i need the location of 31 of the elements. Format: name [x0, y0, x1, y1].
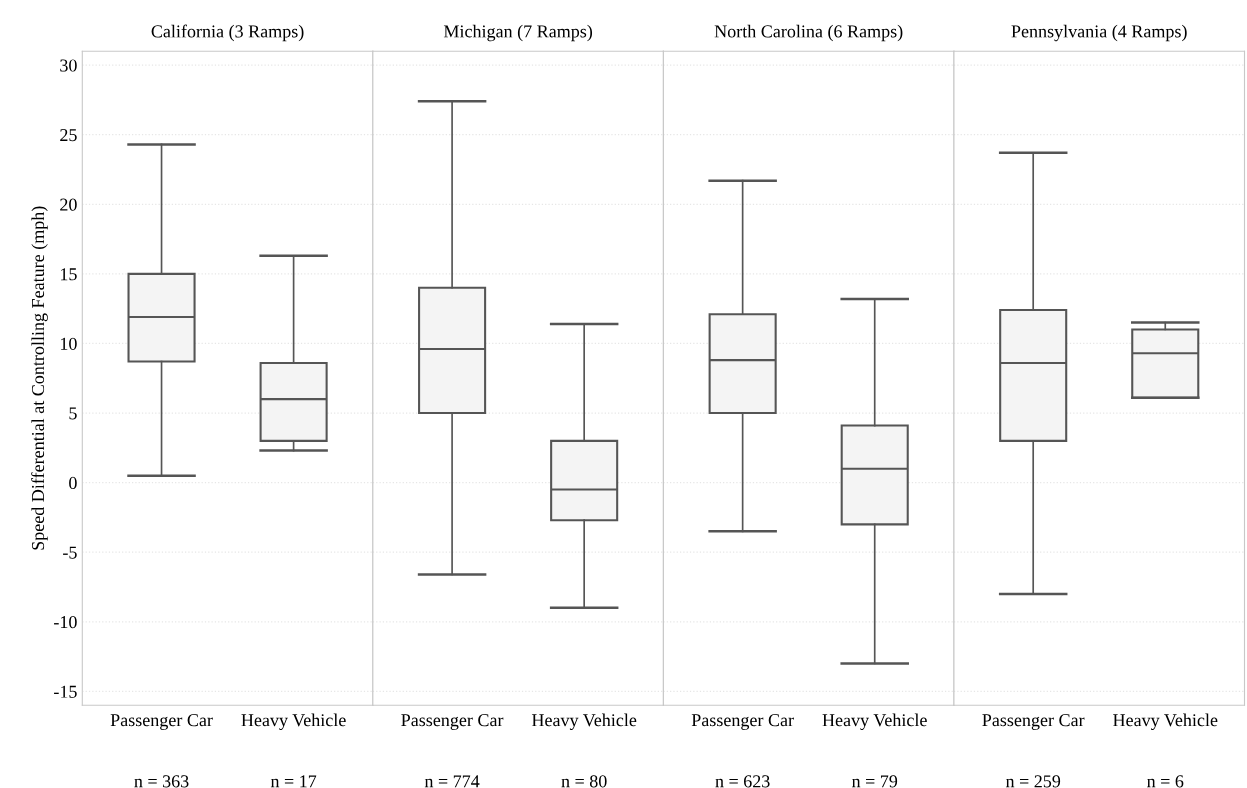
- y-tick-label: 20: [60, 198, 77, 211]
- chart-title: California (3 Ramps): [151, 24, 304, 42]
- text: n = 623: [715, 775, 770, 788]
- text: n = 80: [561, 775, 607, 788]
- x-tick-label: Heavy Vehicle: [1113, 713, 1218, 731]
- text: n = 17: [270, 775, 317, 788]
- x-tick-label: Heavy Vehicle: [822, 713, 927, 731]
- y-tick-label: 15: [60, 268, 77, 281]
- x-tick-label: Passenger Car: [401, 714, 504, 730]
- chart-title: Pennsylvania (4 Ramps): [1011, 24, 1187, 42]
- y-tick-label: 5: [69, 407, 77, 420]
- y-tick-label: -15: [54, 685, 77, 698]
- y-tick-label: 30: [60, 59, 77, 72]
- text: n = 363: [134, 775, 189, 788]
- x-tick-label: Passenger Car: [110, 714, 213, 730]
- x-tick-label: Heavy Vehicle: [241, 713, 346, 731]
- text: n = 79: [851, 775, 898, 788]
- y-tick-label: -10: [54, 616, 77, 629]
- text: n = 6: [1147, 775, 1184, 788]
- x-tick-label: Passenger Car: [691, 714, 794, 730]
- y-axis-title: Speed Differential at Controlling Feature (mph): [31, 206, 48, 550]
- y-tick-label: 10: [60, 337, 77, 350]
- y-tick-label: 25: [60, 129, 77, 142]
- text: n = 259: [1005, 775, 1061, 788]
- x-tick-label: Heavy Vehicle: [531, 713, 637, 731]
- chart-title: Michigan (7 Ramps): [443, 24, 593, 42]
- chart-title: North Carolina (6 Ramps): [714, 24, 903, 42]
- text: n = 774: [424, 775, 480, 788]
- y-tick-label: -5: [63, 546, 77, 559]
- x-tick-label: Passenger Car: [982, 714, 1085, 730]
- y-tick-label: 0: [69, 476, 77, 490]
